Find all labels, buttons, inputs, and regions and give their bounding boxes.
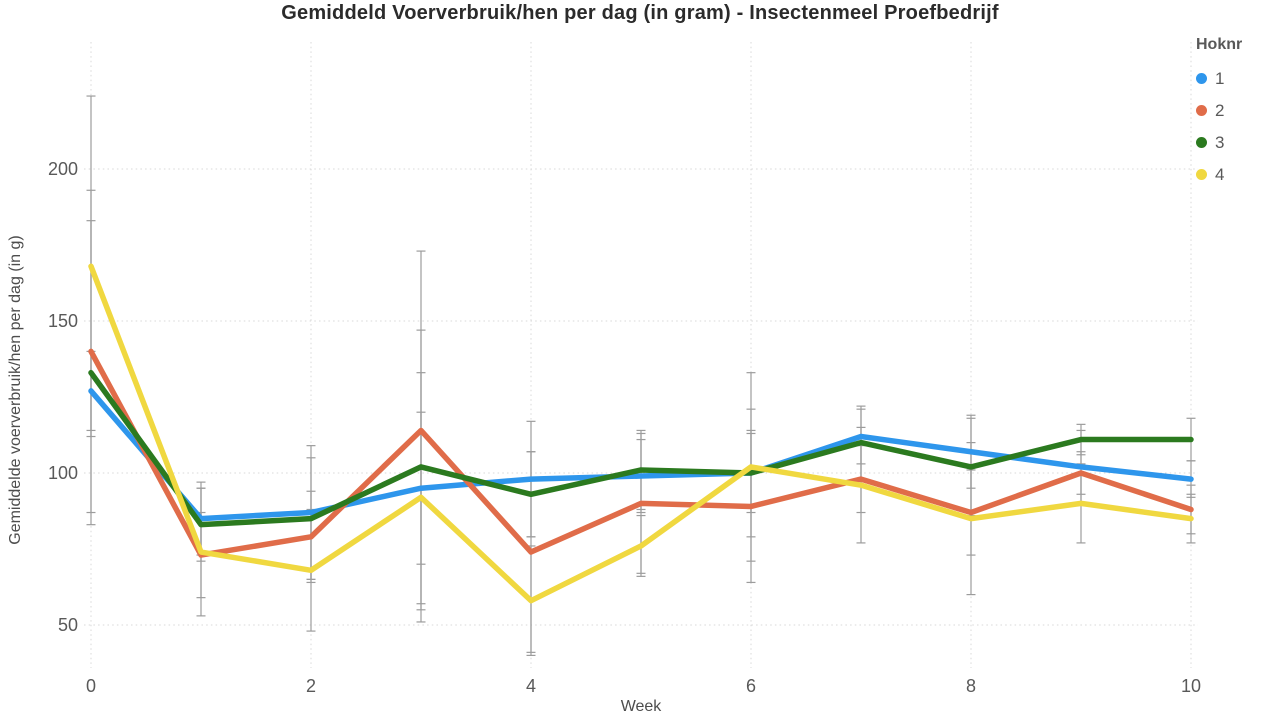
x-tick-label: 10: [1181, 676, 1201, 696]
chart-title: Gemiddeld Voerverbruik/hen per dag (in g…: [281, 2, 999, 24]
legend-dot-icon: [1196, 136, 1207, 148]
tick-labels: 0 2 4 6 8 10 50 100 150 200: [48, 159, 1201, 696]
x-tick-label: 8: [966, 676, 976, 696]
x-tick-label: 6: [746, 676, 756, 696]
series-line-hok-3: [88, 369, 1194, 528]
legend-dot-icon: [1196, 104, 1207, 116]
y-tick-label: 200: [48, 159, 78, 179]
legend-item-hok-3: 3: [1196, 126, 1276, 158]
y-tick-label: 150: [48, 311, 78, 331]
legend-title: Hoknr: [1196, 36, 1243, 53]
legend: Hoknr 1 2 3 4: [1196, 36, 1276, 190]
series-lines: [88, 263, 1194, 604]
series-line-hok-2: [88, 348, 1194, 558]
error-bars: [86, 95, 1196, 657]
series-line-hok-4: [88, 263, 1194, 604]
legend-item-label: 2: [1215, 100, 1225, 120]
legend-dot-icon: [1196, 168, 1207, 180]
legend-item-hok-2: 2: [1196, 94, 1276, 126]
legend-items: 1 2 3 4: [1196, 62, 1276, 190]
legend-item-hok-1: 1: [1196, 62, 1276, 94]
x-tick-label: 4: [526, 676, 536, 696]
x-tick-label: 0: [86, 676, 96, 696]
legend-item-label: 4: [1215, 164, 1225, 184]
y-axis-title: Gemiddelde voerverbruik/hen per dag (in …: [7, 235, 24, 545]
y-tick-label: 50: [58, 615, 78, 635]
legend-dot-icon: [1196, 72, 1207, 84]
legend-item-hok-4: 4: [1196, 158, 1276, 190]
legend-item-label: 3: [1215, 132, 1225, 152]
x-tick-label: 2: [306, 676, 316, 696]
legend-item-label: 1: [1215, 68, 1225, 88]
y-tick-label: 100: [48, 463, 78, 483]
x-axis-title: Week: [621, 698, 663, 715]
